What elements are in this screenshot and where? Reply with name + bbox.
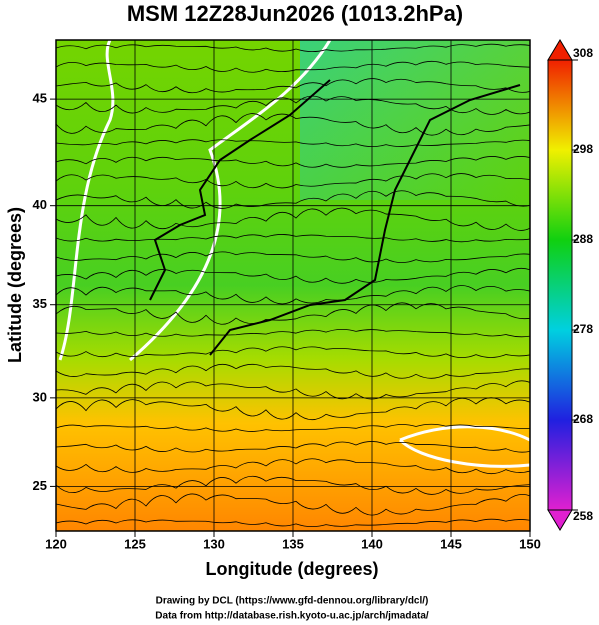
streamline — [56, 251, 530, 264]
colorbar-tick-label: 268 — [573, 412, 593, 426]
colorbar-max-arrow — [547, 39, 573, 61]
cool-region — [300, 40, 530, 200]
streamline — [56, 363, 530, 379]
streamline — [56, 113, 530, 136]
streamline — [56, 234, 530, 243]
x-tick-label: 120 — [45, 536, 67, 551]
coastline — [209, 84, 521, 356]
y-tick-label: 45 — [33, 91, 47, 106]
x-tick-label: 125 — [124, 536, 146, 551]
colorbar-tick-label: 278 — [573, 322, 593, 336]
streamline — [56, 441, 530, 453]
streamline — [56, 43, 530, 53]
y-tick-label: 25 — [33, 478, 47, 493]
map-title: MSM 12Z28Jun2026 (1013.2hPa) — [127, 1, 463, 26]
streamline — [56, 475, 530, 495]
streamline — [56, 423, 530, 432]
colorbar-tick-label: 308 — [573, 46, 593, 60]
streamline — [56, 95, 530, 115]
streamline — [56, 139, 530, 148]
streamline — [56, 78, 530, 94]
streamline — [56, 493, 530, 516]
streamline — [56, 267, 530, 284]
contour-line — [398, 425, 530, 468]
coastline — [149, 79, 331, 301]
streamline — [56, 518, 530, 527]
colorbar — [547, 59, 573, 511]
colorbar-tick-label: 288 — [573, 232, 593, 246]
y-tick-label: 30 — [33, 389, 47, 404]
streamline — [56, 328, 530, 338]
plot-area — [56, 40, 530, 531]
x-tick-label: 130 — [203, 536, 225, 551]
y-tick-label: 40 — [33, 197, 47, 212]
streamline — [56, 60, 530, 73]
x-axis-label: Longitude (degrees) — [205, 559, 378, 579]
x-tick-label: 150 — [519, 536, 541, 551]
streamline — [56, 380, 530, 400]
streamline — [56, 173, 530, 189]
streamlines — [56, 43, 530, 527]
colorbar-min-arrow — [547, 509, 573, 531]
y-tick-label: 35 — [33, 296, 47, 311]
streamline — [56, 397, 530, 421]
x-tick-label: 135 — [282, 536, 304, 551]
streamline — [56, 458, 530, 475]
y-axis-label: Latitude (degrees) — [5, 207, 25, 363]
x-tick-label: 145 — [440, 536, 462, 551]
streamline — [56, 285, 530, 305]
credit-line: Drawing by DCL (https://www.gfd-dennou.o… — [156, 596, 429, 607]
streamline — [56, 302, 530, 325]
colorbar-tick-label: 298 — [573, 142, 593, 156]
streamline — [56, 207, 530, 231]
streamline — [56, 190, 530, 209]
contour-line — [58, 40, 115, 361]
plot-frame — [55, 39, 531, 532]
x-tick-label: 140 — [361, 536, 383, 551]
streamline — [56, 156, 530, 168]
credit-line: Data from http://database.rish.kyoto-u.a… — [155, 611, 429, 622]
colorbar-tick-label: 258 — [573, 509, 593, 523]
streamline — [56, 346, 530, 358]
